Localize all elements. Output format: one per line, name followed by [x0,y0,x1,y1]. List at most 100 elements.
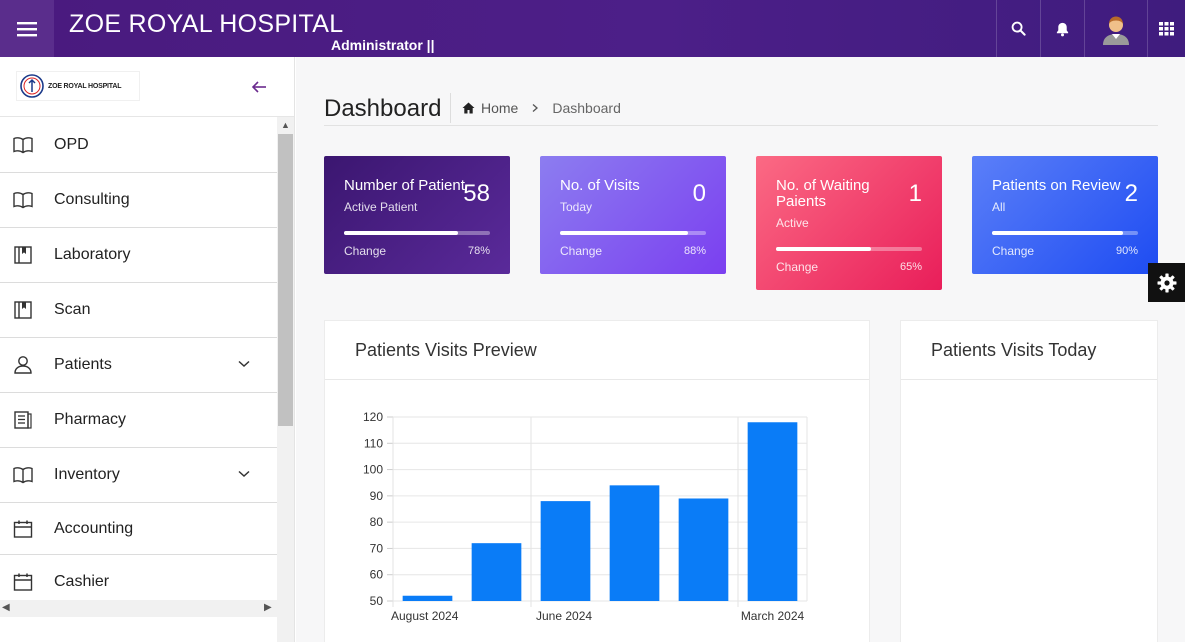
search-button[interactable] [996,0,1040,57]
calendar-icon [12,518,34,540]
chart-bar [747,422,798,601]
stat-card-title: No. of Waiting Paients [776,177,870,210]
stat-card[interactable]: Number of Patient Active Patient 58 Change 7… [324,156,510,274]
visits-today-panel: Patients Visits Today [900,320,1158,642]
y-tick-label: 120 [363,410,383,424]
menu-toggle-button[interactable] [0,0,54,57]
stat-card-progress-bar [344,231,490,235]
sidebar-item-pharmacy[interactable]: Pharmacy [0,393,277,448]
stat-card-subtitle: Active [776,216,809,230]
breadcrumb-home-link[interactable]: Home [481,100,519,116]
visits-bar-chart: 50 60 70 80 90 100 110 120 August 2024 June 2024 M… [363,410,808,623]
scroll-left-arrow[interactable]: ◀ [2,602,10,613]
y-tick-label: 80 [370,515,384,529]
sidebar-item-label: Pharmacy [54,411,127,428]
stat-card-progress-fill [992,231,1124,235]
bookmark-book-icon [12,244,34,266]
chart-bar [471,543,522,601]
sidebar-item-opd[interactable]: OPD [0,118,277,173]
stat-card-progress-bar [776,247,922,251]
stat-card-percent: 65% [899,261,922,273]
stat-card-value: 1 [908,180,922,207]
stat-card-percent: 90% [1115,245,1138,257]
stat-card-change-label: Change [992,244,1035,258]
top-navbar: ZOE ROYAL HOSPITAL Administrator || [0,0,1185,57]
sidebar-item-accounting[interactable]: Accounting [0,503,277,555]
y-tick-label: 110 [364,436,383,450]
book-icon [12,189,34,211]
bookmark-book-icon [12,299,34,321]
sidebar: ZOE ROYAL HOSPITAL OPD Consulting Laborato… [0,57,295,642]
app-brand-title[interactable]: ZOE ROYAL HOSPITAL [69,10,344,38]
visits-today-title: Patients Visits Today [901,321,1157,380]
book-icon [12,464,34,486]
sidebar-item-patients[interactable]: Patients [0,338,277,393]
gear-icon [1157,273,1176,292]
stat-card-subtitle: Today [560,200,593,214]
stat-card-progress-fill [776,247,871,251]
notifications-button[interactable] [1040,0,1084,57]
sidebar-item-label: Inventory [54,466,120,483]
stat-card-subtitle: Active Patient [344,200,418,214]
breadcrumb-divider [450,93,451,123]
title-divider [324,125,1158,126]
bell-icon [1056,22,1069,36]
sidebar-item-label: OPD [54,136,89,153]
stat-card[interactable]: No. of Visits Today 0 Change 88% [540,156,726,274]
stat-card-value: 2 [1124,180,1138,207]
stat-card-progress-bar [992,231,1138,235]
avatar [1103,16,1129,45]
sidebar-item-label: Consulting [54,191,130,208]
stat-card-title: No. of Visits [560,177,640,194]
stat-card-progress-fill [344,231,458,235]
settings-button[interactable] [1148,263,1185,302]
chart-bar [402,595,453,601]
stat-card-progress-fill [560,231,689,235]
chart-bar [540,501,591,601]
scroll-right-arrow[interactable]: ▶ [264,602,272,613]
sidebar-item-laboratory[interactable]: Laboratory [0,228,277,283]
user-role-label: Administrator || [331,37,435,53]
stat-card-change-label: Change [776,260,819,274]
arrow-left-icon [251,81,266,93]
sidebar-nav: OPD Consulting Laboratory Scan Patients Pharm… [0,118,277,610]
sidebar-header: ZOE ROYAL HOSPITAL [0,57,294,117]
apps-menu-button[interactable] [1147,0,1185,57]
list-icon [12,409,34,431]
sidebar-vertical-scrollbar[interactable]: ▲ ▼ [277,117,294,642]
collapse-sidebar-button[interactable] [250,78,268,101]
stat-card[interactable]: Patients on Review All 2 Change 90% [972,156,1158,274]
sidebar-horizontal-scrollbar[interactable]: ◀ ▶ [0,600,277,617]
apps-grid-icon [1159,21,1174,35]
chart-bar [609,485,660,601]
chart-bar [678,498,729,601]
menu-icon [17,21,37,36]
user-icon [12,354,34,376]
sidebar-item-scan[interactable]: Scan [0,283,277,338]
chevron-right-icon [532,104,539,112]
x-tick-label: August 2024 [391,609,459,623]
chevron-down-icon[interactable] [237,466,251,484]
stat-card-title: Patients on Review [992,177,1121,194]
logo-text: ZOE ROYAL HOSPITAL [48,82,122,90]
calendar-icon [12,571,34,593]
stat-card-change-label: Change [344,244,387,258]
hospital-logo[interactable]: ZOE ROYAL HOSPITAL [16,71,140,101]
stat-card[interactable]: No. of Waiting Paients Active 1 Change 65% [756,156,942,290]
stat-card-progress-bar [560,231,706,235]
sidebar-item-label: Laboratory [54,246,131,263]
sidebar-item-consulting[interactable]: Consulting [0,173,277,228]
stat-card-value: 58 [463,180,490,207]
sidebar-item-label: Cashier [54,573,110,590]
stat-card-value: 0 [692,180,706,207]
stat-card-change-label: Change [560,244,603,258]
sidebar-item-inventory[interactable]: Inventory [0,448,277,503]
stat-card-percent: 78% [467,245,490,257]
scrollbar-thumb[interactable] [278,134,293,426]
user-avatar-button[interactable] [1084,0,1147,57]
chevron-down-icon[interactable] [237,356,251,374]
home-icon [462,102,475,114]
visits-preview-title: Patients Visits Preview [325,321,869,380]
scroll-up-arrow[interactable]: ▲ [281,120,290,130]
search-icon [1011,21,1026,36]
